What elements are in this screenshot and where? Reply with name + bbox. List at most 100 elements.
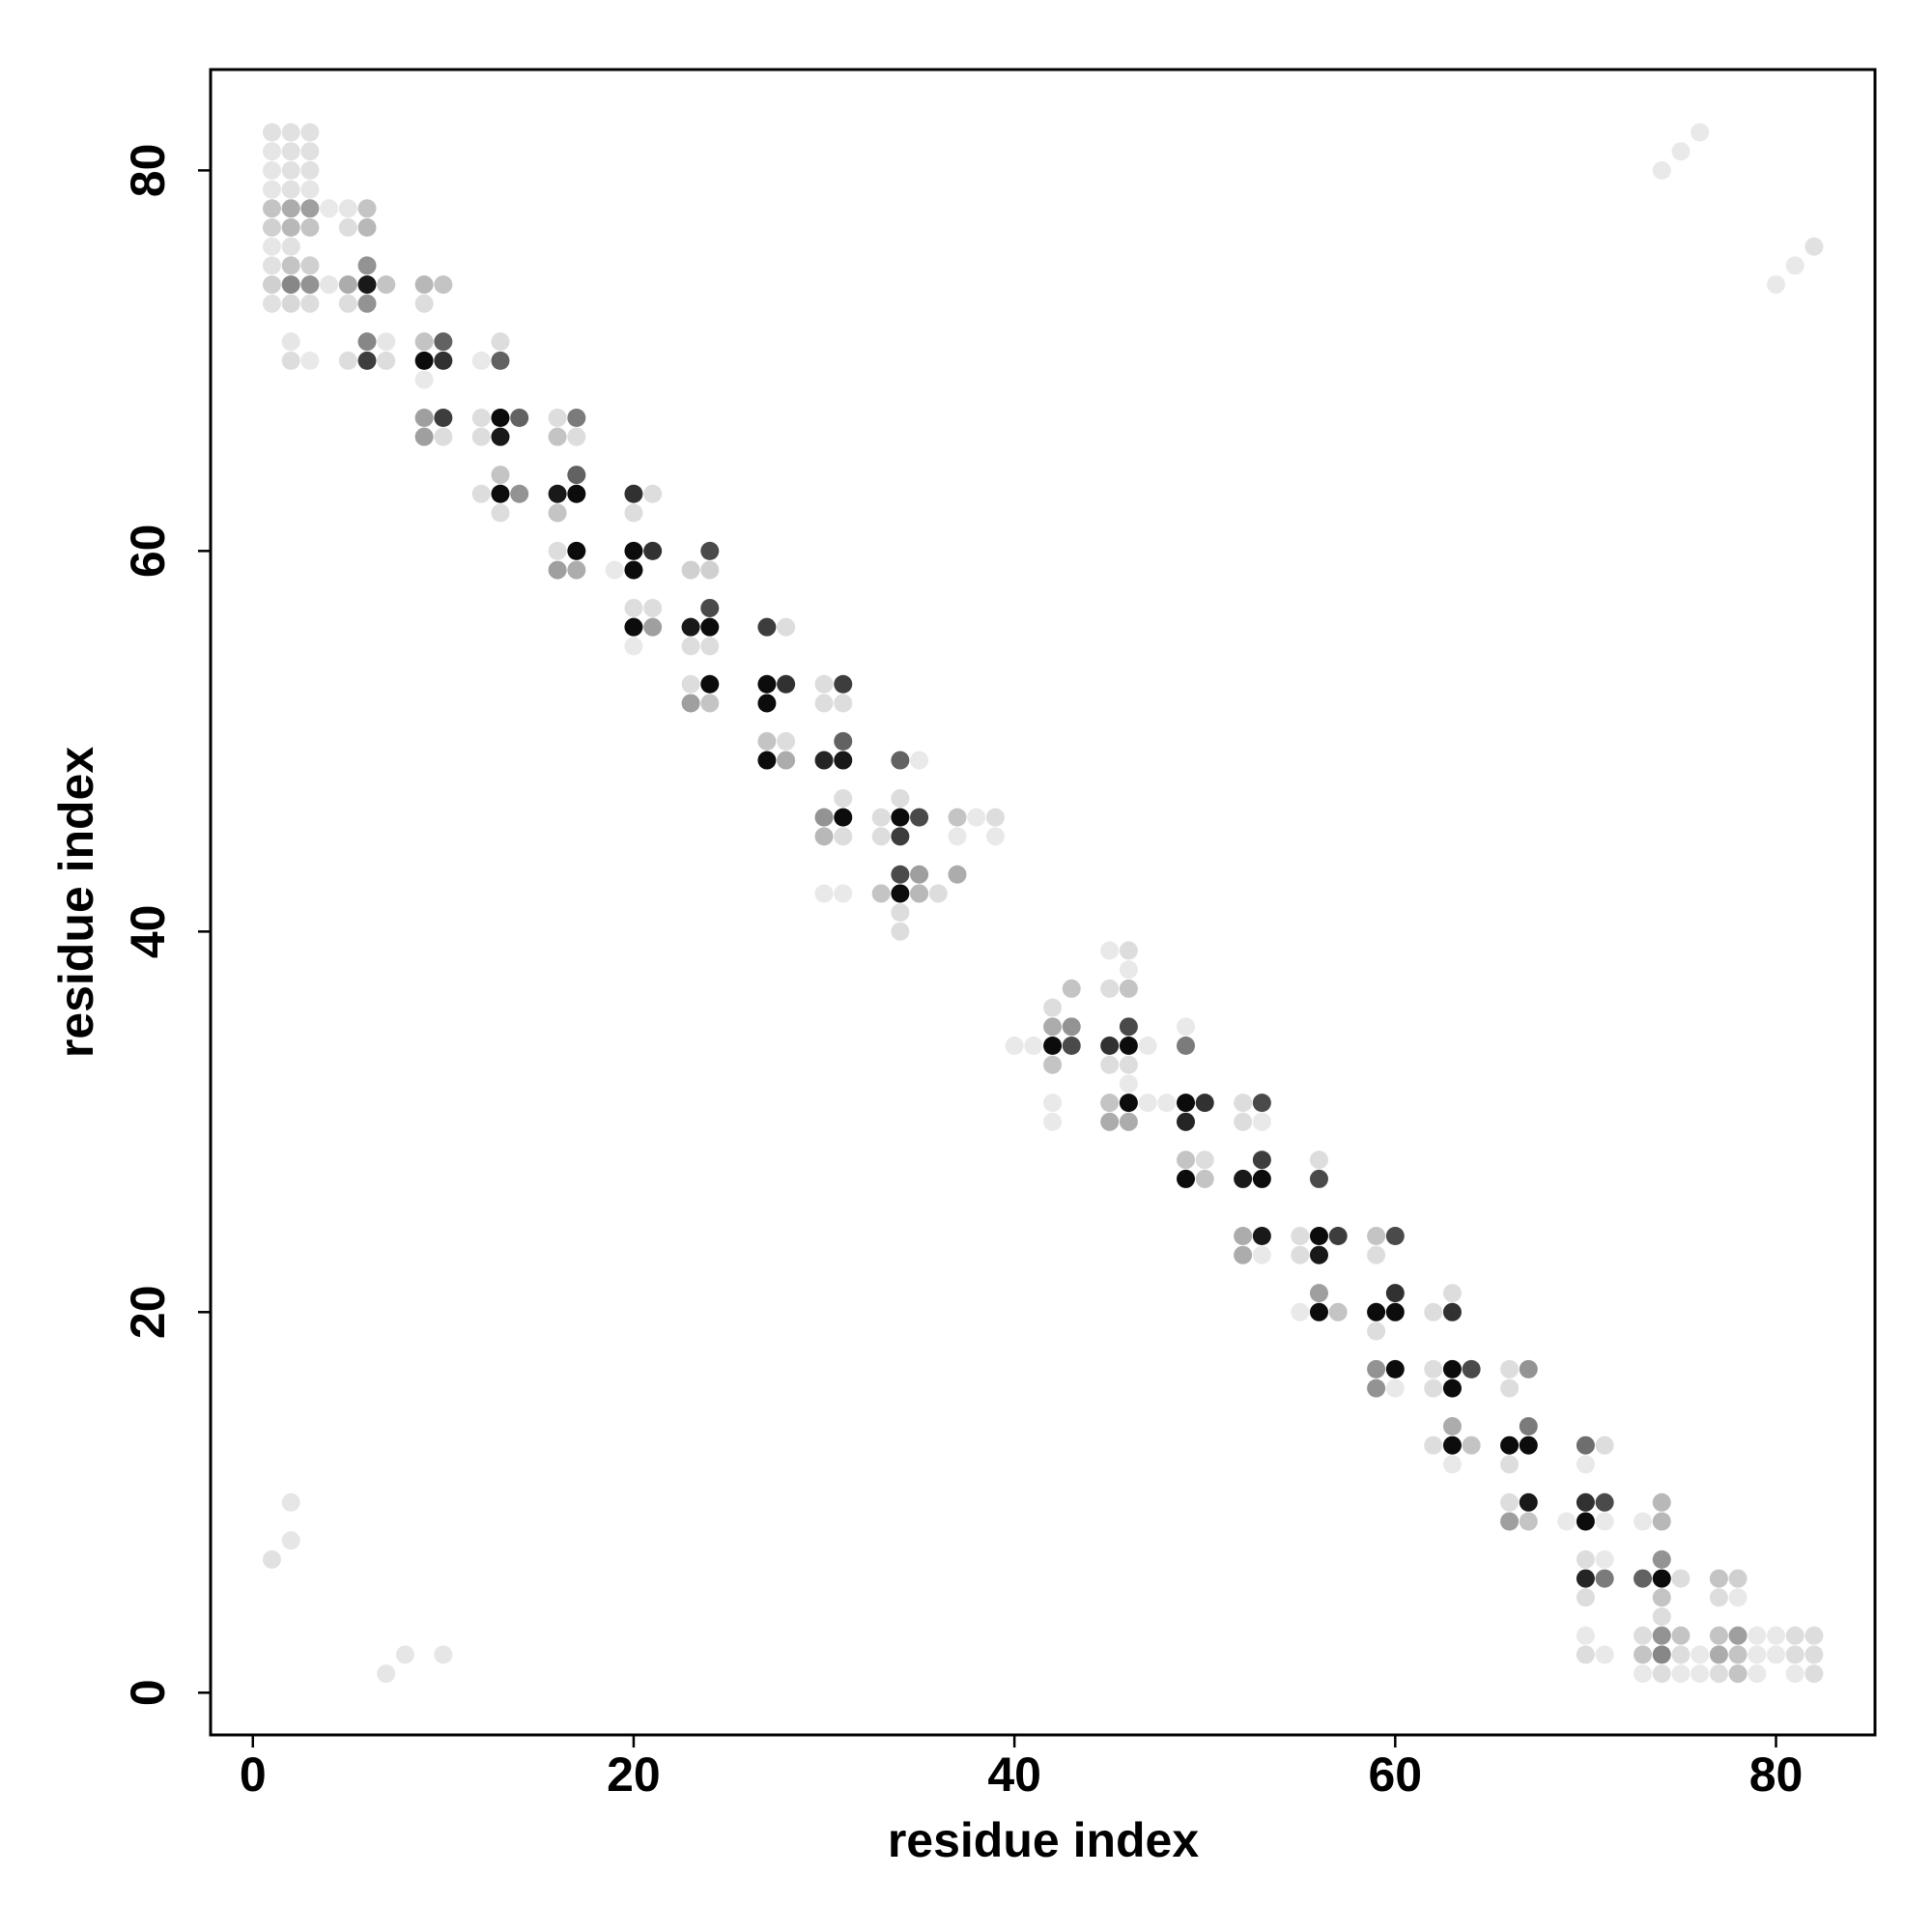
point [548, 560, 567, 580]
point [1576, 1512, 1595, 1531]
point [1634, 1645, 1653, 1664]
point [1728, 1588, 1747, 1607]
point [491, 351, 510, 370]
y-axis-title: residue index [49, 747, 103, 1059]
y-tick-label: 60 [121, 525, 175, 579]
point [834, 694, 853, 713]
point [281, 1492, 300, 1512]
point [1424, 1302, 1443, 1321]
point [1100, 941, 1120, 960]
point [434, 332, 453, 352]
y-tick-label: 80 [121, 144, 175, 198]
point [891, 808, 910, 827]
point [1234, 1169, 1253, 1188]
point [281, 351, 300, 370]
point [1367, 1227, 1386, 1246]
point [1671, 1569, 1690, 1588]
point [643, 541, 663, 560]
point [1442, 1416, 1462, 1435]
point [1367, 1245, 1386, 1264]
point [928, 884, 948, 903]
point [1709, 1569, 1728, 1588]
point [1100, 1094, 1120, 1113]
point [1252, 1151, 1271, 1170]
point [434, 408, 453, 427]
point [814, 808, 834, 827]
point [1500, 1435, 1520, 1455]
point [1442, 1435, 1462, 1455]
point [891, 827, 910, 846]
point [1177, 1169, 1196, 1188]
point [1119, 941, 1138, 960]
point [1519, 1416, 1538, 1435]
point [1671, 1664, 1690, 1684]
point [548, 484, 567, 503]
point [1652, 1606, 1671, 1626]
point [357, 217, 377, 237]
point [1462, 1359, 1481, 1378]
point [1576, 1626, 1595, 1645]
point [491, 466, 510, 485]
point [300, 256, 320, 275]
point [1252, 1227, 1271, 1246]
point [1500, 1359, 1520, 1378]
point [624, 503, 643, 523]
point [357, 199, 377, 218]
point [1767, 1645, 1786, 1664]
point [1500, 1378, 1520, 1398]
point [262, 142, 281, 161]
point [1309, 1227, 1328, 1246]
point [1424, 1378, 1443, 1398]
point [871, 808, 891, 827]
point [891, 922, 910, 941]
point [1385, 1378, 1405, 1398]
point [814, 827, 834, 846]
point [300, 142, 320, 161]
point [262, 180, 281, 199]
point [320, 199, 339, 218]
point [777, 674, 796, 694]
point [1367, 1302, 1386, 1321]
point [1424, 1435, 1443, 1455]
point [491, 427, 510, 446]
point [357, 294, 377, 313]
point [1576, 1645, 1595, 1664]
point [681, 560, 700, 580]
point [1177, 1151, 1196, 1170]
point [1100, 979, 1120, 998]
point [1747, 1645, 1767, 1664]
point [1309, 1151, 1328, 1170]
point [567, 484, 586, 503]
point [1462, 1435, 1481, 1455]
point [1690, 123, 1710, 142]
point [1195, 1169, 1214, 1188]
point [643, 484, 663, 503]
point [1062, 1037, 1081, 1056]
point [377, 275, 396, 295]
point [1062, 979, 1081, 998]
point [1634, 1664, 1653, 1684]
point [1385, 1284, 1405, 1303]
point [1652, 1626, 1671, 1645]
point [281, 332, 300, 352]
point [395, 1645, 414, 1664]
point [1367, 1321, 1386, 1341]
point [1557, 1512, 1577, 1531]
point [1690, 1645, 1710, 1664]
point [1309, 1284, 1328, 1303]
point [1576, 1569, 1595, 1588]
point [910, 865, 929, 884]
point [1195, 1094, 1214, 1113]
point [1177, 1094, 1196, 1113]
point [1747, 1664, 1767, 1684]
point [471, 484, 491, 503]
point [681, 694, 700, 713]
point [948, 827, 967, 846]
point [414, 408, 434, 427]
point [1234, 1112, 1253, 1131]
point [1119, 1055, 1138, 1074]
point [834, 751, 853, 770]
point [434, 1645, 453, 1664]
x-axis-title: residue index [888, 1813, 1200, 1867]
